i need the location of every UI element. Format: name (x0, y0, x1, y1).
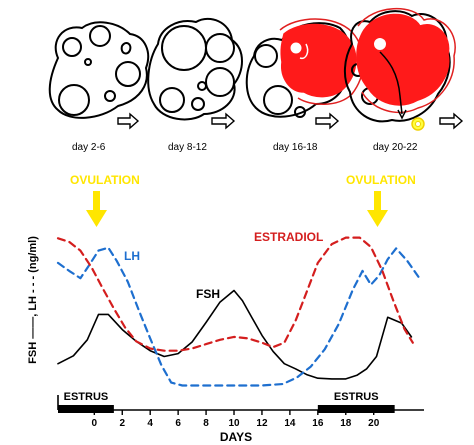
arrow-4 (439, 112, 464, 130)
arrow-1 (117, 112, 140, 130)
x-axis-label: DAYS (220, 430, 252, 444)
lh-series-label: LH (124, 249, 140, 263)
ovulation-annotation-2: OVULATION (346, 173, 416, 227)
x-tick-label: 20 (368, 418, 380, 429)
x-tick-label: 10 (228, 418, 240, 429)
estrus-bar (317, 405, 395, 413)
arrow-2 (211, 112, 236, 130)
series-line-fsh (57, 289, 413, 380)
ovulation-label-1: OVULATION (70, 173, 140, 187)
ovary-stage-1 (48, 21, 150, 119)
x-tick-label: 18 (340, 418, 352, 429)
ovulation-arrow-1 (86, 191, 107, 227)
x-tick-label: 14 (284, 418, 296, 429)
estradiol-series-label: ESTRADIOL (254, 230, 323, 244)
ovulation-annotation-1: OVULATION (70, 173, 140, 227)
corpus-luteum-4 (356, 8, 456, 120)
series-line-lh (56, 246, 420, 387)
series-lines (56, 236, 420, 387)
stage-label-1: day 2-6 (72, 142, 106, 153)
estrus-bars: ESTRUS ESTRUS (58, 391, 395, 413)
x-ticks: 0 2 4 6 8 10 12 14 16 18 20 (92, 410, 380, 429)
x-tick-label: 2 (119, 418, 125, 429)
stage-label-4: day 20-22 (373, 142, 418, 153)
fsh-series-label: FSH (196, 287, 220, 301)
hormone-chart: FSH ——, LH - - - (ng/ml) ESTRUS ESTRUS 0 2… (27, 173, 424, 444)
estrus-label: ESTRUS (64, 391, 109, 403)
corpus-luteum-3 (279, 18, 364, 105)
ovary-stage-2 (147, 17, 243, 121)
x-tick-label: 6 (175, 418, 181, 429)
series-line-estradiol (56, 236, 414, 352)
ovary-diagrams (48, 8, 464, 131)
arrow-3 (315, 112, 340, 130)
x-tick-label: 12 (256, 418, 268, 429)
stage-label-3: day 16-18 (273, 142, 318, 153)
stage-label-2: day 8-12 (168, 142, 207, 153)
y-axis-label: FSH ——, LH - - - (ng/ml) (27, 236, 39, 364)
x-tick-label: 4 (147, 418, 153, 429)
x-tick-label: 16 (312, 418, 324, 429)
ovulated-egg (411, 117, 425, 131)
stage-labels: day 2-6 day 8-12 day 16-18 day 20-22 (72, 142, 418, 153)
x-tick-label: 8 (203, 418, 209, 429)
estrus-label: ESTRUS (334, 391, 379, 403)
ovulation-arrow-2 (367, 191, 388, 227)
estrus-bar (58, 405, 114, 413)
x-tick-label: 0 (92, 418, 98, 429)
ovulation-label-2: OVULATION (346, 173, 416, 187)
